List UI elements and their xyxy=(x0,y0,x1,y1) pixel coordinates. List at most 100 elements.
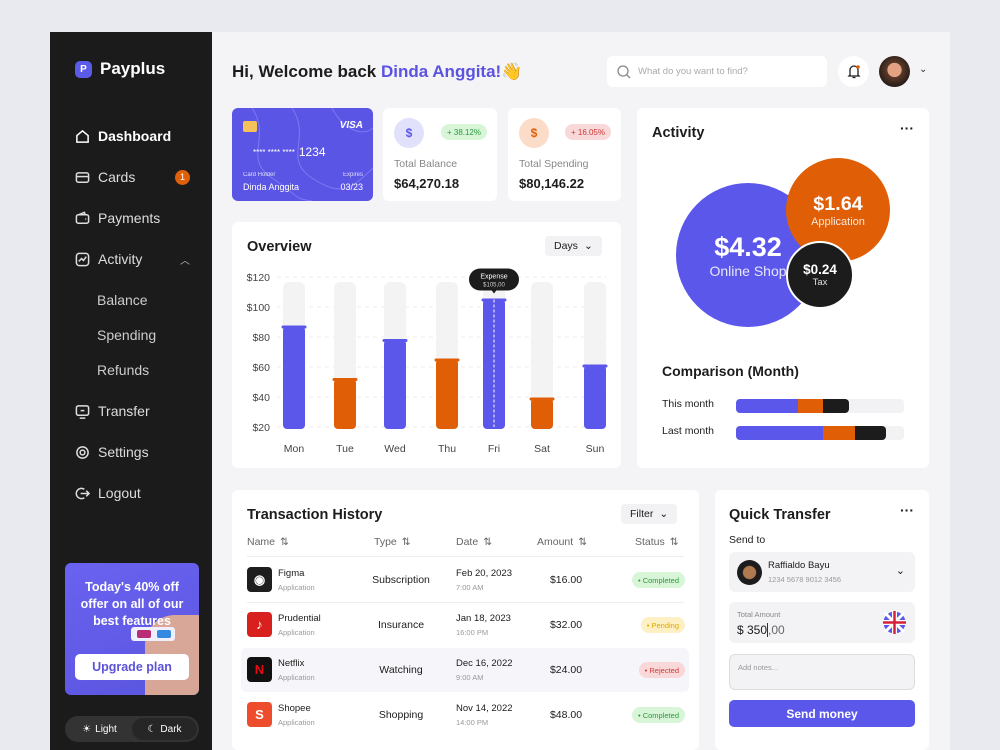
x-tick-label: Wed xyxy=(384,443,406,455)
light-mode-button[interactable]: ☀ Light xyxy=(67,718,132,740)
bar-wed[interactable] xyxy=(384,340,406,429)
moon-icon: ☾ xyxy=(147,723,157,735)
logo[interactable]: P Payplus xyxy=(75,59,165,79)
comparison-segment xyxy=(736,426,824,440)
sidebar-item-label: Spending xyxy=(97,327,157,343)
bar-fri[interactable] xyxy=(483,299,505,430)
row-name: Prudential xyxy=(278,613,321,624)
notification-button[interactable] xyxy=(838,56,869,87)
more-icon[interactable]: ··· xyxy=(900,120,914,136)
sidebar-item-label: Activity xyxy=(98,251,143,267)
spending-change: + 16.05% xyxy=(564,124,611,140)
column-label: Name xyxy=(247,536,276,548)
chevron-down-icon: ⌄ xyxy=(659,508,669,520)
more-icon[interactable]: ··· xyxy=(900,502,914,518)
y-tick-label: $80 xyxy=(252,332,270,344)
filter-button[interactable]: Filter ⌄ xyxy=(621,504,678,524)
spending-value: $80,146.22 xyxy=(519,176,585,191)
column-header-type[interactable]: Type ⇅ xyxy=(374,536,411,548)
table-row[interactable]: S Shopee Application Shopping Nov 14, 202… xyxy=(241,693,689,737)
expires-label: Expires xyxy=(342,172,363,178)
amount-main: $ 350 xyxy=(737,623,768,637)
sidebar-item-payments[interactable]: Payments xyxy=(75,209,190,227)
sidebar-item-transfer[interactable]: Transfer xyxy=(75,402,190,420)
activity-bubble-tax[interactable]: $0.24 Tax xyxy=(786,241,854,309)
sidebar-item-cards[interactable]: Cards 1 xyxy=(75,168,190,186)
row-amount: $24.00 xyxy=(549,664,583,676)
bar-cap xyxy=(382,339,408,342)
table-row[interactable]: ◉ Figma Application Subscription Feb 20, … xyxy=(241,558,689,602)
row-name: Shopee xyxy=(278,703,311,714)
app-name: Payplus xyxy=(100,59,166,78)
sidebar-item-balance[interactable]: Balance xyxy=(97,291,212,309)
row-subtitle: Application xyxy=(278,583,315,592)
sidebar-item-spending[interactable]: Spending xyxy=(97,326,212,344)
uk-flag-icon[interactable] xyxy=(883,611,906,634)
recipient-select[interactable]: Raffialdo Bayu 1234 5678 9012 3456 ⌄ xyxy=(729,552,915,592)
row-date: Nov 14, 2022 xyxy=(456,703,513,714)
dark-mode-button[interactable]: ☾ Dark xyxy=(132,718,197,740)
comparison-title: Comparison (Month) xyxy=(662,363,799,379)
amount-input[interactable]: Total Amount $ 350,00 xyxy=(729,602,915,643)
sidebar-item-activity[interactable]: Activity ︿ xyxy=(75,250,190,268)
comparison-segment xyxy=(736,399,799,413)
bubble-value: $0.24 xyxy=(803,262,837,277)
table-row[interactable]: ♪ Prudential Application Insurance Jan 18… xyxy=(241,603,689,647)
transfer-icon xyxy=(75,404,90,419)
column-header-date[interactable]: Date ⇅ xyxy=(456,536,492,548)
activity-panel: Activity ··· $4.32 Online Shop $1.64 Applic… xyxy=(637,108,929,468)
bar-cap xyxy=(434,358,460,362)
credit-card[interactable]: VISA **** **** **** 1234 Card Holder Dind… xyxy=(232,108,373,201)
column-header-name[interactable]: Name ⇅ xyxy=(247,536,289,548)
send-money-button[interactable]: Send money xyxy=(729,700,915,727)
tooltip-pointer xyxy=(491,289,497,294)
column-label: Type xyxy=(374,536,397,548)
sort-icon: ⇅ xyxy=(401,536,411,548)
sidebar-item-logout[interactable]: Logout xyxy=(75,484,190,502)
avatar[interactable] xyxy=(879,56,910,87)
comparison-segment xyxy=(823,399,849,413)
sidebar-item-label: Balance xyxy=(97,292,148,308)
notes-input[interactable]: Add notes... xyxy=(729,654,915,690)
card-last4: 1234 xyxy=(298,145,326,159)
search-input[interactable]: What do you want to find? xyxy=(607,56,827,87)
bubble-label: Tax xyxy=(812,277,828,288)
comparison-label: Last month xyxy=(662,425,714,437)
column-label: Status xyxy=(635,536,665,548)
row-name: Netflix xyxy=(278,658,305,669)
sidebar-item-settings[interactable]: Settings xyxy=(75,443,190,461)
sidebar-item-refunds[interactable]: Refunds xyxy=(97,361,212,379)
theme-toggle[interactable]: ☀ Light ☾ Dark xyxy=(65,716,199,742)
bar-sat[interactable] xyxy=(531,398,553,430)
holder-label: Card Holder xyxy=(243,172,276,178)
recipient-avatar xyxy=(737,560,762,585)
home-icon xyxy=(76,129,89,143)
x-tick-label: Mon xyxy=(284,443,305,455)
column-header-status[interactable]: Status ⇅ xyxy=(635,536,679,548)
sidebar-item-label: Payments xyxy=(98,210,161,226)
status-text: Completed xyxy=(642,710,679,720)
chevron-up-icon[interactable]: ︿ xyxy=(180,255,190,267)
status-text: Rejected xyxy=(649,665,679,675)
quick-transfer-title: Quick Transfer xyxy=(729,507,831,523)
notes-placeholder: Add notes... xyxy=(738,663,779,672)
sidebar-item-label: Dashboard xyxy=(98,128,172,144)
table-row[interactable]: N Netflix Application Watching Dec 16, 20… xyxy=(241,648,689,692)
chevron-down-icon[interactable]: ⌄ xyxy=(919,64,928,75)
upgrade-plan-button[interactable]: Upgrade plan xyxy=(75,654,189,680)
total-spending-card: $ + 16.05% Total Spending $80,146.22 xyxy=(508,108,621,201)
bar-thu[interactable] xyxy=(436,359,458,430)
light-label: Light xyxy=(95,723,117,735)
bubble-label: Application xyxy=(811,215,865,228)
row-name: Figma xyxy=(278,568,305,579)
sidebar-item-label: Settings xyxy=(98,444,149,460)
column-header-amount[interactable]: Amount ⇅ xyxy=(537,536,587,548)
sidebar-item-dashboard[interactable]: Dashboard xyxy=(75,127,190,145)
bar-sun[interactable] xyxy=(584,365,606,430)
bar-tue[interactable] xyxy=(334,379,356,429)
bar-cap xyxy=(332,378,358,381)
bar-mon[interactable] xyxy=(283,326,305,430)
prudential-logo: ♪ xyxy=(247,612,272,637)
period-dropdown[interactable]: Days ⌄ xyxy=(545,236,602,256)
shopee-logo: S xyxy=(247,702,272,727)
